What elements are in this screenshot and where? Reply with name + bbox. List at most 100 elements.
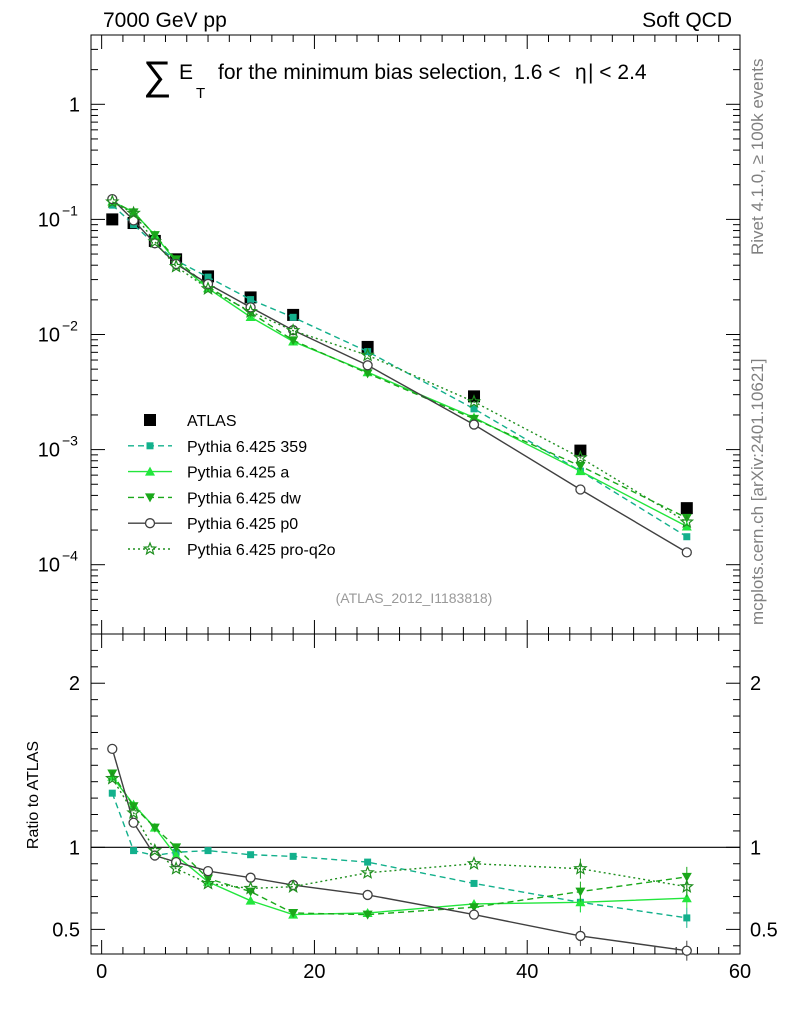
ratio-line-pythia-6-425-pro-q2o bbox=[111, 778, 687, 890]
data-point-pythia-6-425-pro-q2o bbox=[360, 347, 375, 362]
data-point-pythia-6-425-359 bbox=[364, 348, 372, 356]
data-point-pythia-6-425-p0 bbox=[362, 360, 373, 371]
ratio-point-pythia-6-425-p0 bbox=[128, 817, 139, 828]
main-axes: 10 −410 −310 −210 −11 bbox=[38, 34, 741, 634]
ratio-ytick-label-right: 2 bbox=[750, 673, 761, 695]
ratio-point-pythia-6-425-p0 bbox=[468, 909, 480, 920]
legend-label: Pythia 6.425 359 bbox=[187, 439, 307, 456]
legend-marker bbox=[142, 541, 158, 556]
ytick-exponent: −4 bbox=[62, 548, 78, 564]
legend-item-pythia-6-425-p0: Pythia 6.425 p0 bbox=[128, 516, 298, 533]
ratio-point-pythia-6-425-pro-q2o bbox=[243, 880, 258, 895]
data-point-pythia-6-425-pro-q2o bbox=[679, 514, 695, 529]
data-point-atlas bbox=[680, 502, 693, 515]
ratio-series-pythia-6-425-dw bbox=[107, 769, 692, 920]
xtick-label: 0 bbox=[96, 961, 107, 983]
ratio-point-pythia-6-425-359 bbox=[364, 858, 372, 866]
series-pythia-6-425-pro-q2o bbox=[105, 194, 695, 529]
ratio-ytick-label-right: 1 bbox=[750, 837, 761, 859]
legend-marker bbox=[144, 414, 156, 426]
ratio-point-pythia-6-425-p0 bbox=[107, 743, 118, 755]
data-point-pythia-6-425-359 bbox=[289, 313, 297, 321]
ratio-point-pythia-6-425-pro-q2o bbox=[200, 875, 216, 890]
ratio-point-pythia-6-425-359 bbox=[108, 789, 116, 797]
data-point-pythia-6-425-pro-q2o bbox=[573, 450, 588, 464]
ratio-point-pythia-6-425-a bbox=[575, 897, 586, 907]
ratio-point-pythia-6-425-dw bbox=[575, 887, 586, 897]
ratio-plot-frame bbox=[90, 633, 741, 955]
data-point-pythia-6-425-359 bbox=[204, 273, 212, 281]
legend-marker bbox=[146, 442, 154, 450]
ratio-line-pythia-6-425-p0 bbox=[111, 748, 687, 952]
legend-item-pythia-6-425-a: Pythia 6.425 a bbox=[128, 465, 289, 482]
ytick-label: 10 bbox=[38, 440, 60, 462]
ratio-point-pythia-6-425-a bbox=[681, 893, 692, 903]
ratio-line-pythia-6-425-dw bbox=[111, 773, 687, 916]
legend-marker bbox=[144, 518, 156, 529]
series-line-pythia-6-425-pro-q2o bbox=[111, 201, 688, 523]
legend-item-pythia-6-425-359: Pythia 6.425 359 bbox=[128, 439, 307, 456]
main-series-group bbox=[105, 193, 695, 558]
ratio-point-pythia-6-425-p0 bbox=[149, 850, 160, 861]
data-point-pythia-6-425-pro-q2o bbox=[243, 303, 258, 318]
ratio-point-pythia-6-425-pro-q2o bbox=[147, 842, 163, 857]
ytick-label: 10 bbox=[38, 325, 60, 347]
legend-label: Pythia 6.425 dw bbox=[187, 490, 301, 507]
data-point-pythia-6-425-dw bbox=[469, 414, 480, 424]
side-rivet-label: Rivet 4.1.0, ≥ 100k events bbox=[748, 59, 767, 255]
ratio-point-pythia-6-425-pro-q2o bbox=[466, 856, 482, 870]
title-sum-symbol: ∑ bbox=[143, 54, 172, 98]
title-text: for the minimum bias selection, 1.6 < bbox=[218, 61, 561, 84]
legend-item-atlas: ATLAS bbox=[144, 413, 237, 430]
side-mcplots-label: mcplots.cern.ch [arXiv:2401.10621] bbox=[748, 359, 767, 625]
ratio-point-pythia-6-425-a bbox=[171, 850, 182, 860]
data-point-pythia-6-425-pro-q2o bbox=[147, 234, 163, 248]
plot-title: ∑ E T for the minimum bias selection, 1.… bbox=[143, 54, 647, 102]
ratio-point-pythia-6-425-pro-q2o bbox=[105, 770, 120, 785]
ratio-series-pythia-6-425-pro-q2o bbox=[105, 770, 695, 897]
ratio-point-pythia-6-425-359 bbox=[204, 847, 212, 855]
ratio-ylabel: Ratio to ATLAS bbox=[25, 741, 42, 849]
ratio-ytick-label: 2 bbox=[69, 673, 80, 695]
ratio-point-pythia-6-425-359 bbox=[247, 851, 255, 859]
ratio-point-pythia-6-425-dw bbox=[149, 823, 160, 833]
data-point-pythia-6-425-a bbox=[681, 521, 692, 531]
ratio-point-pythia-6-425-p0 bbox=[362, 889, 373, 901]
data-point-pythia-6-425-pro-q2o bbox=[105, 194, 120, 209]
ratio-point-pythia-6-425-pro-q2o bbox=[126, 805, 141, 820]
process-label: Soft QCD bbox=[642, 9, 732, 32]
data-point-pythia-6-425-dw bbox=[681, 513, 692, 523]
ratio-series-pythia-6-425-359 bbox=[108, 789, 691, 928]
xtick-label: 40 bbox=[516, 961, 538, 983]
ytick-label: 10 bbox=[38, 555, 60, 577]
ytick-exponent: −1 bbox=[62, 202, 78, 218]
title-variable: E bbox=[179, 61, 193, 84]
data-point-pythia-6-425-p0 bbox=[681, 547, 692, 558]
ratio-point-pythia-6-425-pro-q2o bbox=[679, 879, 695, 893]
title-end: | < 2.4 bbox=[588, 61, 647, 84]
ratio-point-pythia-6-425-p0 bbox=[681, 945, 692, 956]
ratio-point-pythia-6-425-359 bbox=[470, 879, 478, 887]
data-point-pythia-6-425-dw bbox=[288, 336, 299, 346]
legend-label: Pythia 6.425 a bbox=[187, 465, 289, 482]
ratio-point-pythia-6-425-dw bbox=[288, 908, 299, 918]
ytick-label: 1 bbox=[69, 94, 80, 116]
data-point-pythia-6-425-359 bbox=[683, 533, 691, 541]
ratio-point-pythia-6-425-359 bbox=[130, 847, 138, 855]
ratio-point-pythia-6-425-p0 bbox=[202, 865, 214, 877]
ratio-point-pythia-6-425-pro-q2o bbox=[285, 879, 301, 893]
ratio-point-pythia-6-425-359 bbox=[683, 914, 691, 922]
data-point-pythia-6-425-dw bbox=[575, 462, 586, 472]
energy-label: 7000 GeV pp bbox=[103, 9, 227, 32]
xtick-label: 20 bbox=[303, 961, 325, 983]
ratio-ytick-label: 0.5 bbox=[52, 919, 80, 941]
data-point-pythia-6-425-pro-q2o bbox=[200, 281, 216, 295]
legend-marker bbox=[145, 493, 155, 503]
xtick-label: 60 bbox=[729, 961, 751, 983]
ratio-line-pythia-6-425-359 bbox=[111, 792, 687, 919]
data-point-pythia-6-425-p0 bbox=[468, 419, 480, 430]
legend-item-pythia-6-425-pro-q2o: Pythia 6.425 pro-q2o bbox=[128, 541, 336, 559]
ytick-exponent: −2 bbox=[62, 318, 78, 334]
legend-label: Pythia 6.425 p0 bbox=[187, 516, 298, 533]
legend: ATLAS Pythia 6.425 359 Pythia 6.425 a Pythi… bbox=[128, 413, 336, 559]
